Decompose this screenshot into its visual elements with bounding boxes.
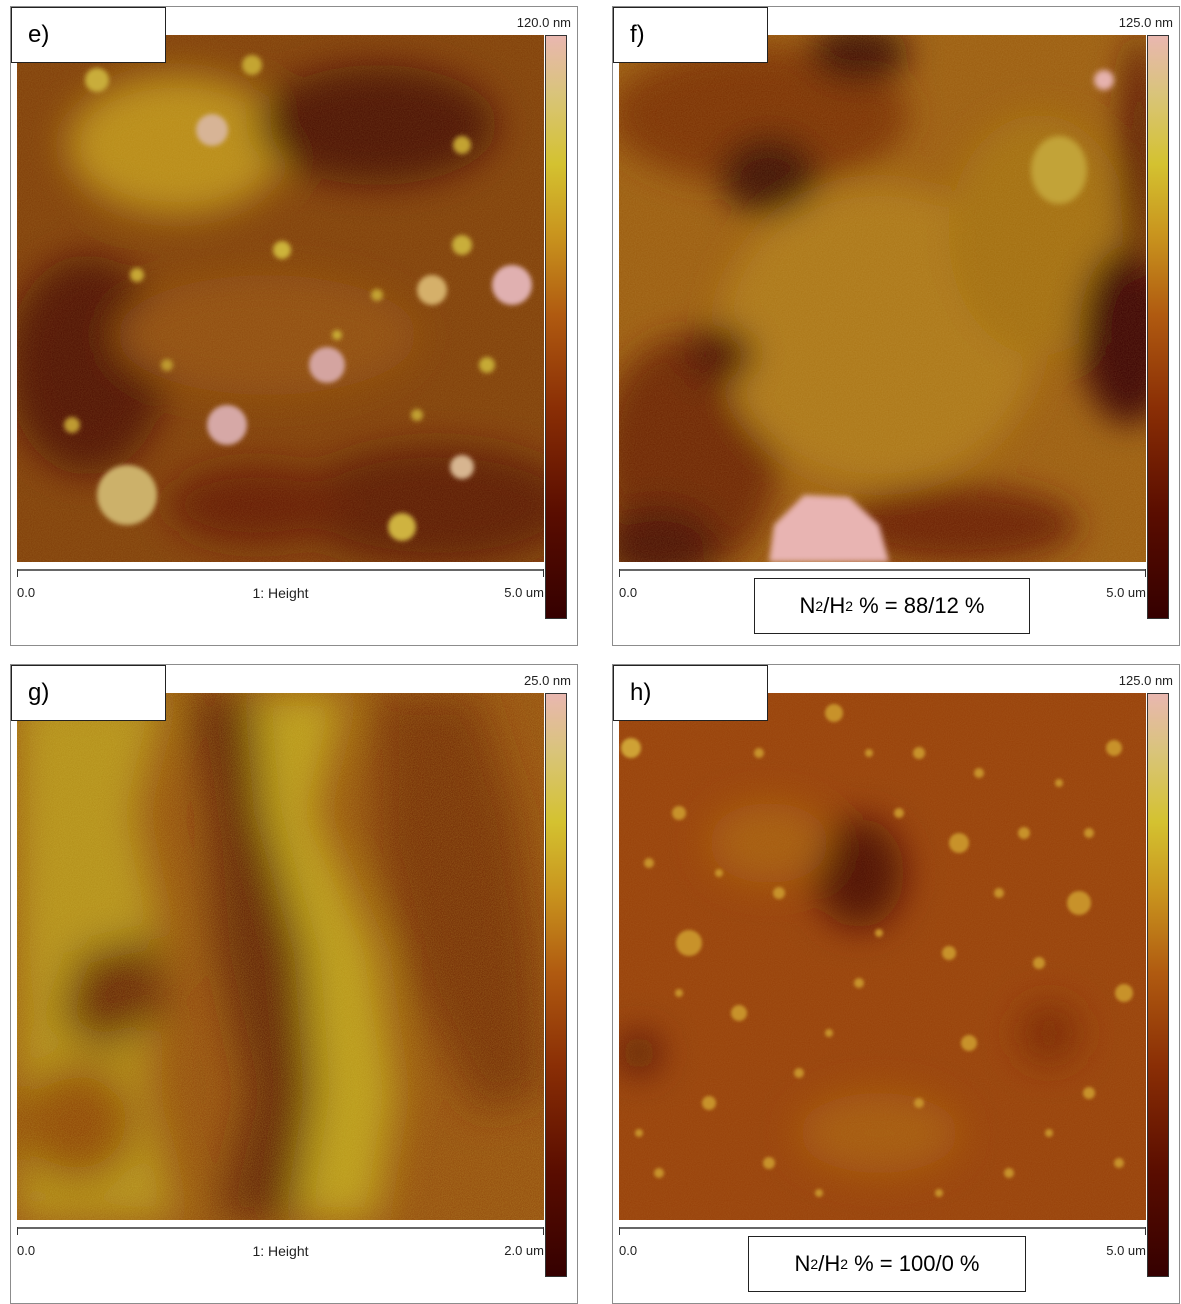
afm-height-map-e bbox=[17, 35, 544, 562]
colorbar-max-label: 125.0 nm bbox=[1118, 673, 1173, 688]
axis-end-label: 5.0 um bbox=[504, 585, 544, 600]
x-axis bbox=[619, 1227, 1146, 1235]
afm-height-map-h bbox=[619, 693, 1146, 1220]
axis-end-label: 2.0 um bbox=[504, 1243, 544, 1258]
colorbar bbox=[545, 35, 567, 619]
colorbar-max-label: 120.0 nm bbox=[516, 15, 571, 30]
axis-end-label: 5.0 um bbox=[1106, 585, 1146, 600]
axis-end-label: 5.0 um bbox=[1106, 1243, 1146, 1258]
afm-panel-g: g) 25.0 nm 0.0 1: Height 2.0 um bbox=[10, 664, 578, 1304]
afm-panel-h: h) bbox=[612, 664, 1180, 1304]
colorbar bbox=[1147, 693, 1169, 1277]
colorbar bbox=[545, 693, 567, 1277]
axis-start-label: 0.0 bbox=[17, 1243, 36, 1258]
afm-height-map-f bbox=[619, 35, 1146, 562]
axis-title: 1: Height bbox=[252, 585, 309, 601]
axis-start-label: 0.0 bbox=[17, 585, 36, 600]
gas-ratio-label: N 2/H 2 % = 88/12 % bbox=[754, 578, 1030, 634]
afm-height-map-g bbox=[17, 693, 544, 1220]
x-axis bbox=[619, 569, 1146, 577]
panel-label-f: f) bbox=[613, 7, 768, 63]
colorbar bbox=[1147, 35, 1169, 619]
colorbar-max-label: 25.0 nm bbox=[524, 673, 571, 688]
afm-panel-e: e) bbox=[10, 6, 578, 646]
panel-label-e: e) bbox=[11, 7, 166, 63]
gas-ratio-label: N 2/H 2 % = 100/0 % bbox=[748, 1236, 1026, 1292]
axis-start-label: 0.0 bbox=[619, 1243, 638, 1258]
axis-start-label: 0.0 bbox=[619, 585, 638, 600]
x-axis bbox=[17, 569, 544, 577]
x-axis bbox=[17, 1227, 544, 1235]
colorbar-max-label: 125.0 nm bbox=[1118, 15, 1173, 30]
panel-label-h: h) bbox=[613, 665, 768, 721]
axis-title: 1: Height bbox=[252, 1243, 309, 1259]
panel-label-g: g) bbox=[11, 665, 166, 721]
afm-panel-f: f) 125.0 nm 0.0 5.0 um bbox=[612, 6, 1180, 646]
